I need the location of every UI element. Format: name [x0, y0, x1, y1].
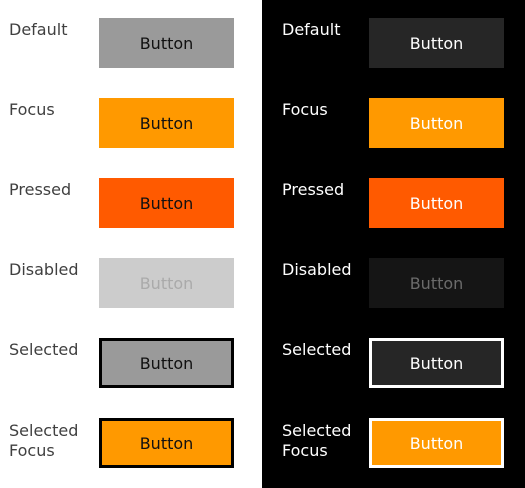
button-focus[interactable]: Button [369, 98, 504, 148]
state-row-default: Default Button [0, 0, 262, 80]
state-label-default: Default [282, 20, 341, 39]
state-label-selected: Selected [9, 340, 79, 359]
state-row-focus: Focus Button [262, 80, 525, 160]
state-label-disabled: Disabled [282, 260, 352, 279]
button-default[interactable]: Button [99, 18, 234, 68]
button-selected-focus[interactable]: Button [99, 418, 234, 468]
state-row-pressed: Pressed Button [0, 160, 262, 240]
state-row-disabled: Disabled Button [0, 240, 262, 320]
state-label-focus: Focus [282, 100, 328, 119]
light-theme-panel: Default Button Focus Button Pressed Butt… [0, 0, 262, 488]
state-label-pressed: Pressed [9, 180, 72, 199]
state-label-pressed: Pressed [282, 180, 345, 199]
state-row-selected-focus: Selected Focus Button [262, 400, 525, 480]
state-label-selected-focus: Selected Focus [282, 421, 352, 460]
state-label-disabled: Disabled [9, 260, 79, 279]
state-label-selected-focus: Selected Focus [9, 421, 79, 460]
state-label-selected: Selected [282, 340, 352, 359]
state-row-pressed: Pressed Button [262, 160, 525, 240]
button-disabled: Button [99, 258, 234, 308]
button-disabled: Button [369, 258, 504, 308]
button-selected-focus[interactable]: Button [369, 418, 504, 468]
button-selected[interactable]: Button [99, 338, 234, 388]
state-row-selected: Selected Button [0, 320, 262, 400]
state-row-disabled: Disabled Button [262, 240, 525, 320]
button-default[interactable]: Button [369, 18, 504, 68]
state-row-selected-focus: Selected Focus Button [0, 400, 262, 480]
button-pressed[interactable]: Button [369, 178, 504, 228]
button-pressed[interactable]: Button [99, 178, 234, 228]
state-label-focus: Focus [9, 100, 55, 119]
button-selected[interactable]: Button [369, 338, 504, 388]
dark-theme-panel: Default Button Focus Button Pressed Butt… [262, 0, 525, 488]
state-row-default: Default Button [262, 0, 525, 80]
state-row-selected: Selected Button [262, 320, 525, 400]
state-row-focus: Focus Button [0, 80, 262, 160]
button-focus[interactable]: Button [99, 98, 234, 148]
state-label-default: Default [9, 20, 68, 39]
